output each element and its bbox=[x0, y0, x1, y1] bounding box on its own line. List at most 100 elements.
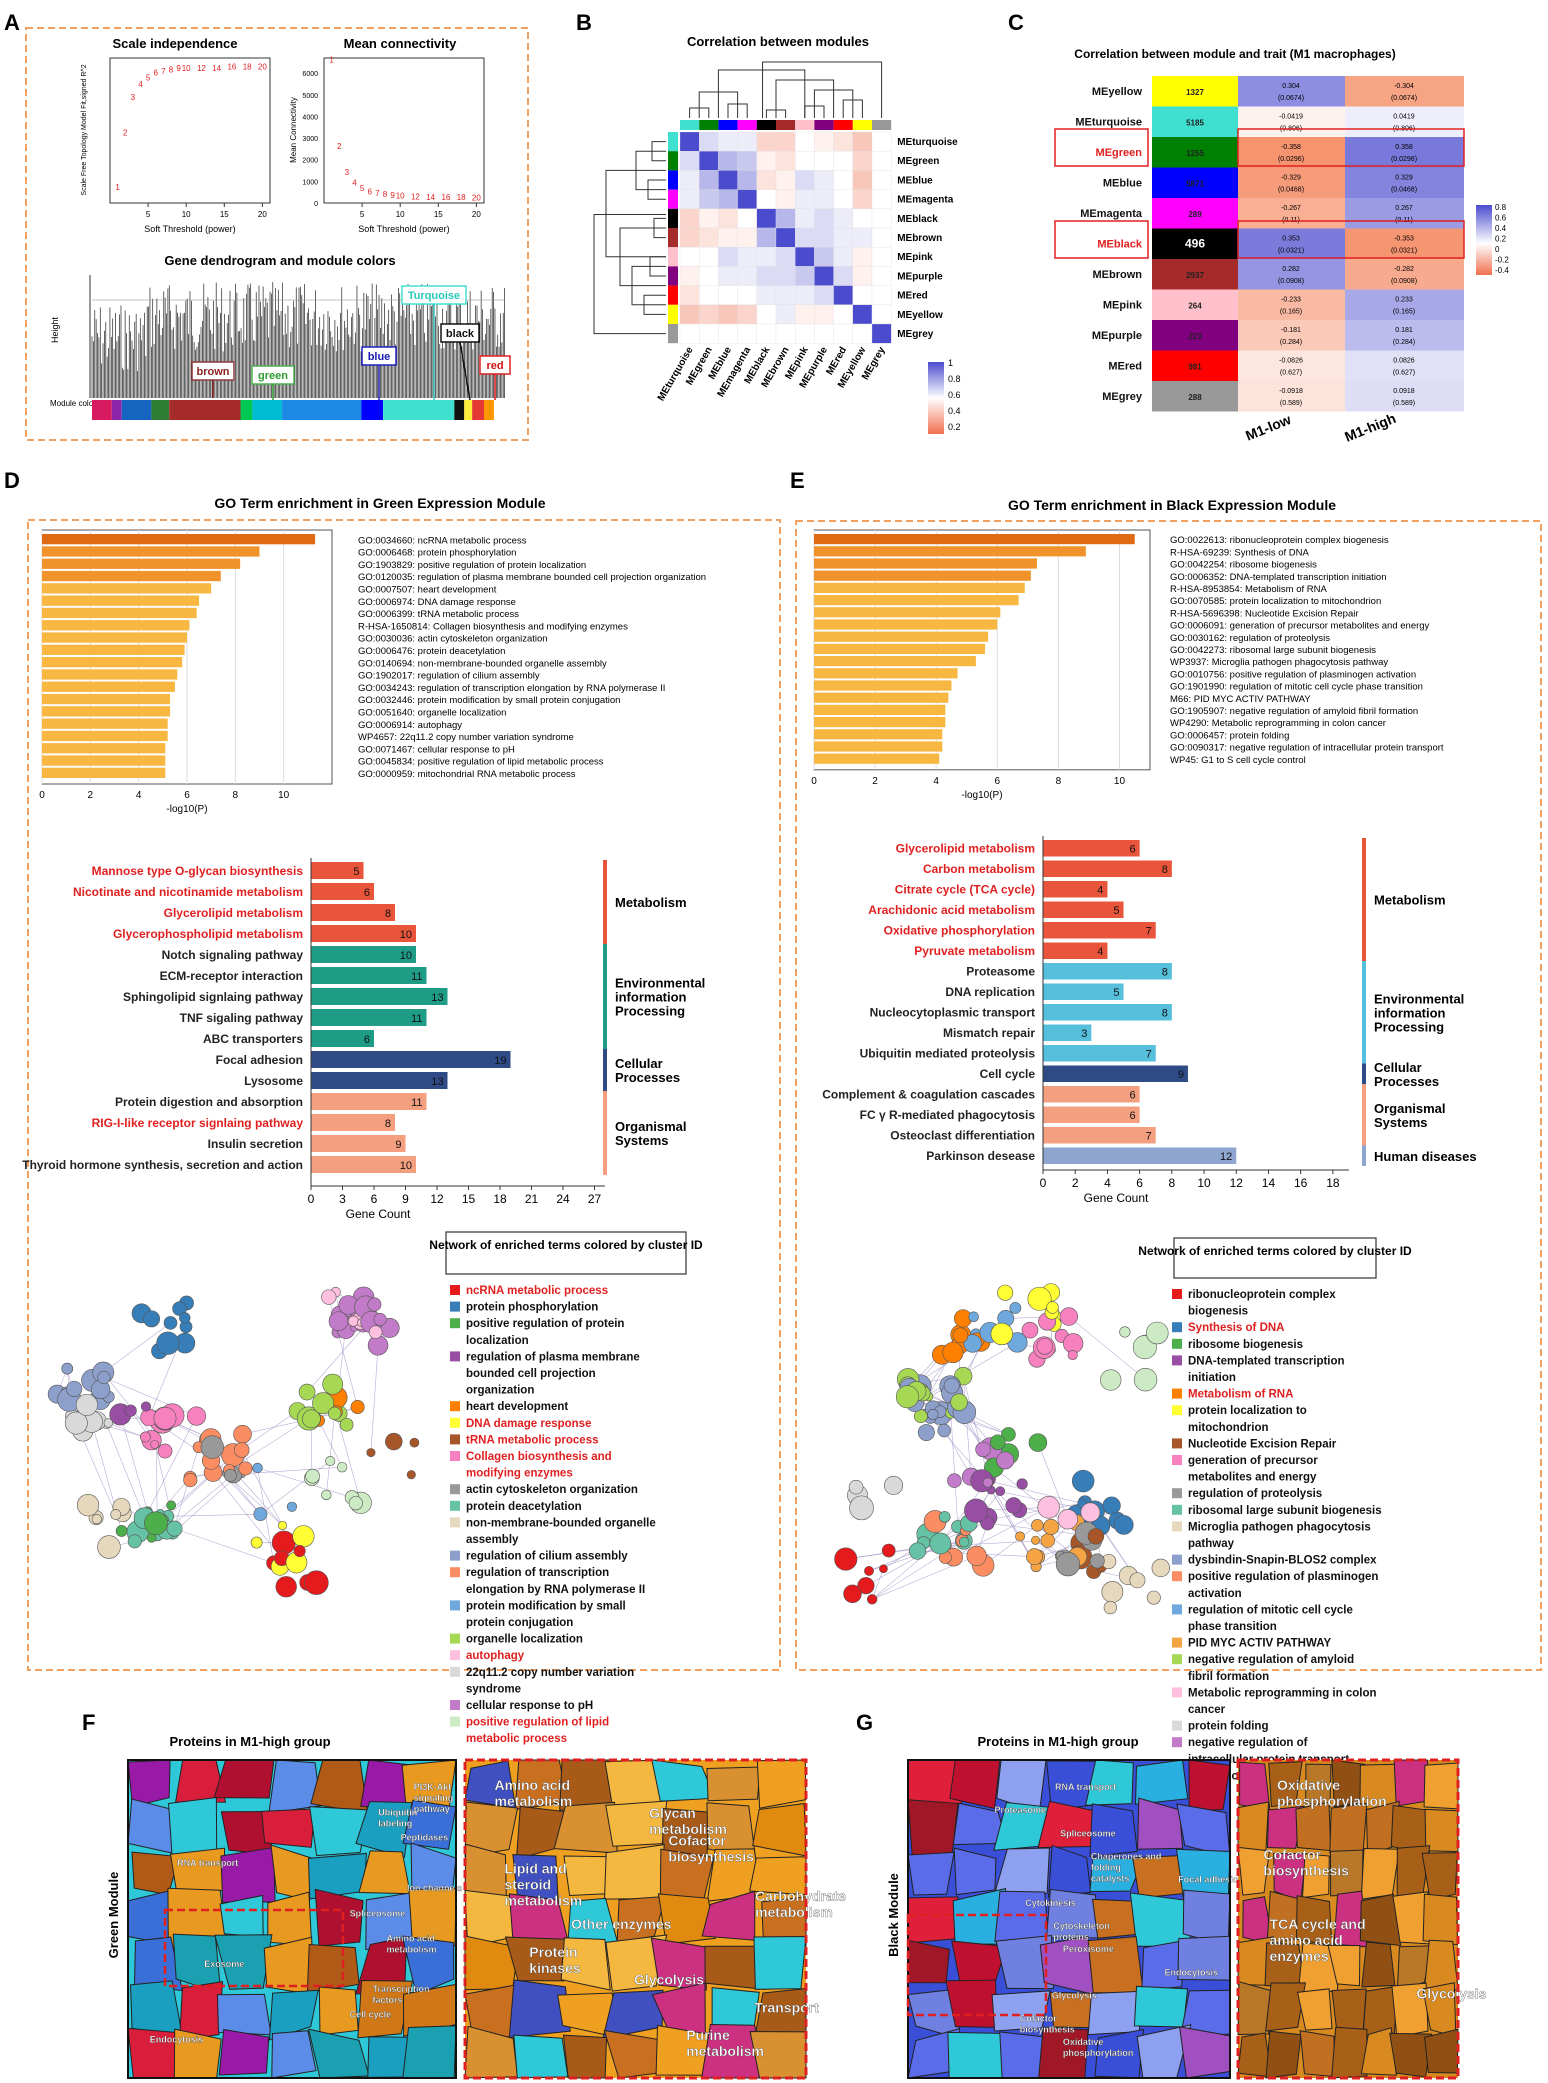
go-bar bbox=[42, 534, 316, 545]
m1-low-cell bbox=[1238, 381, 1345, 412]
kegg-tick-label: 9 bbox=[402, 1192, 409, 1206]
proteomap-cell bbox=[657, 1893, 716, 1945]
m1-high-r: 0.329 bbox=[1395, 175, 1413, 182]
kegg-bar bbox=[311, 1135, 406, 1152]
kegg-pathway-label: Cell cycle bbox=[980, 1067, 1036, 1081]
m1-low-cell bbox=[1238, 198, 1345, 229]
network-edge bbox=[370, 1345, 379, 1453]
proteomap-label: Transcription bbox=[373, 1984, 430, 1994]
heatmap-cell bbox=[775, 285, 796, 305]
kegg-group-label: Systems bbox=[615, 1133, 668, 1148]
panel-f-letter: F bbox=[82, 1710, 95, 1735]
kegg-count: 10 bbox=[400, 950, 412, 962]
m1-high-r: 0.233 bbox=[1395, 297, 1413, 304]
heatmap-cell bbox=[718, 151, 738, 171]
kegg-xlabel: Gene Count bbox=[1084, 1191, 1149, 1205]
kegg-count: 9 bbox=[1178, 1069, 1184, 1081]
panel-c: C Correlation between module and trait (… bbox=[1008, 10, 1509, 445]
kegg-tick-label: 6 bbox=[371, 1192, 378, 1206]
kegg-tick-label: 6 bbox=[1136, 1176, 1143, 1190]
mean-tick-label: 20 bbox=[472, 210, 481, 219]
heatmap-cell bbox=[852, 189, 873, 209]
row-module-label: MEblack bbox=[897, 214, 938, 225]
module-size-cell bbox=[1152, 76, 1238, 107]
heatmap-cell bbox=[814, 131, 834, 152]
col-m1-high: M1-high bbox=[1342, 410, 1398, 445]
legend-tick: -0.2 bbox=[1495, 256, 1509, 265]
network-node bbox=[64, 1411, 88, 1435]
proteomap-label: Glycolysis bbox=[1416, 1986, 1486, 2002]
black-network-title-box bbox=[1173, 1237, 1377, 1279]
scale-tick-label: 5 bbox=[146, 210, 151, 219]
go-bar bbox=[42, 681, 175, 692]
m1-high-cell bbox=[1345, 106, 1464, 137]
go-term-label: GO:0042254: ribosome biogenesis bbox=[1170, 560, 1317, 571]
network-node bbox=[843, 1584, 862, 1604]
kegg-tick-label: 3 bbox=[339, 1192, 346, 1206]
legend-swatch bbox=[1172, 1488, 1182, 1499]
go-tick-label: 2 bbox=[872, 776, 878, 787]
network-node bbox=[110, 1509, 122, 1520]
legend-label: Nucleotide Excision Repair bbox=[1188, 1438, 1337, 1450]
module-size-value: 5185 bbox=[1186, 119, 1204, 128]
network-node bbox=[336, 1461, 348, 1473]
heatmap-cell bbox=[756, 151, 777, 171]
go-tick-label: 8 bbox=[1056, 776, 1062, 787]
row-module-label: MEpurple bbox=[897, 271, 943, 282]
kegg-pathway-label: TNF sigaling pathway bbox=[180, 1011, 304, 1025]
proteomap-label: Cofactor bbox=[1263, 1847, 1321, 1863]
go-term-label: GO:0006914: autophagy bbox=[358, 720, 462, 731]
legend-swatch bbox=[1172, 1571, 1182, 1582]
m1-high-p: (0.0908) bbox=[1391, 278, 1417, 285]
green-network bbox=[47, 1286, 420, 1598]
left-module-color bbox=[668, 170, 678, 190]
proteomap-label: metabolism bbox=[686, 2043, 764, 2059]
go-term-label: GO:0006974: DNA damage response bbox=[358, 597, 516, 608]
proteomap-cell bbox=[402, 2025, 457, 2079]
heatmap-cell bbox=[814, 266, 834, 286]
kegg-group-label: Metabolism bbox=[1374, 893, 1446, 908]
kegg-group-bar bbox=[1362, 961, 1366, 1064]
top-module-color bbox=[872, 120, 892, 130]
m1-high-p: (0.0468) bbox=[1391, 187, 1417, 194]
go-term-label: WP3937: Microglia pathogen phagocytosis … bbox=[1170, 657, 1388, 668]
kegg-pathway-label: Ubiquitin mediated proteolysis bbox=[860, 1047, 1036, 1061]
panel-b-color-legend bbox=[928, 362, 944, 434]
legend-label: positive regulation of plasminogen bbox=[1188, 1571, 1378, 1583]
network-edge bbox=[306, 1322, 368, 1393]
network-node bbox=[1080, 1502, 1101, 1523]
legend-label: phase transition bbox=[1188, 1621, 1277, 1633]
legend-label: biogenesis bbox=[1188, 1306, 1248, 1318]
network-node bbox=[325, 1455, 336, 1467]
module-color-segment bbox=[151, 400, 170, 420]
go-bar bbox=[814, 692, 949, 703]
kegg-bar bbox=[311, 1093, 427, 1110]
legend-swatch bbox=[450, 1650, 460, 1661]
proteomap-label: Glycolysis bbox=[634, 1972, 704, 1988]
kegg-bar bbox=[1043, 1024, 1092, 1041]
proteomap-frame bbox=[463, 1758, 808, 2080]
heatmap-cell bbox=[775, 304, 796, 325]
kegg-pathway-label: Protein digestion and absorption bbox=[115, 1095, 303, 1109]
go-bar bbox=[42, 583, 212, 594]
panel-e-letter: E bbox=[790, 468, 805, 493]
legend-swatch bbox=[450, 1700, 460, 1710]
network-node bbox=[409, 1437, 420, 1448]
scale-point: 16 bbox=[227, 62, 236, 71]
left-module-color bbox=[668, 189, 678, 209]
network-node bbox=[980, 1516, 995, 1531]
heatmap-cell bbox=[871, 208, 892, 229]
go-tick-label: 4 bbox=[136, 790, 142, 801]
kegg-pathway-label: ECM-receptor interaction bbox=[160, 969, 303, 983]
kegg-count: 6 bbox=[1130, 1090, 1136, 1102]
m1-high-cell bbox=[1345, 137, 1464, 168]
callout-green: green bbox=[251, 365, 295, 400]
network-node bbox=[312, 1392, 335, 1415]
network-edge bbox=[260, 1460, 331, 1515]
kegg-tick-label: 15 bbox=[462, 1192, 476, 1206]
module-color-segment bbox=[121, 400, 152, 420]
module-size-cell bbox=[1152, 289, 1238, 320]
proteomap-cell bbox=[216, 1993, 272, 2036]
heatmap-cell bbox=[833, 227, 853, 248]
kegg-count: 13 bbox=[431, 1076, 443, 1088]
